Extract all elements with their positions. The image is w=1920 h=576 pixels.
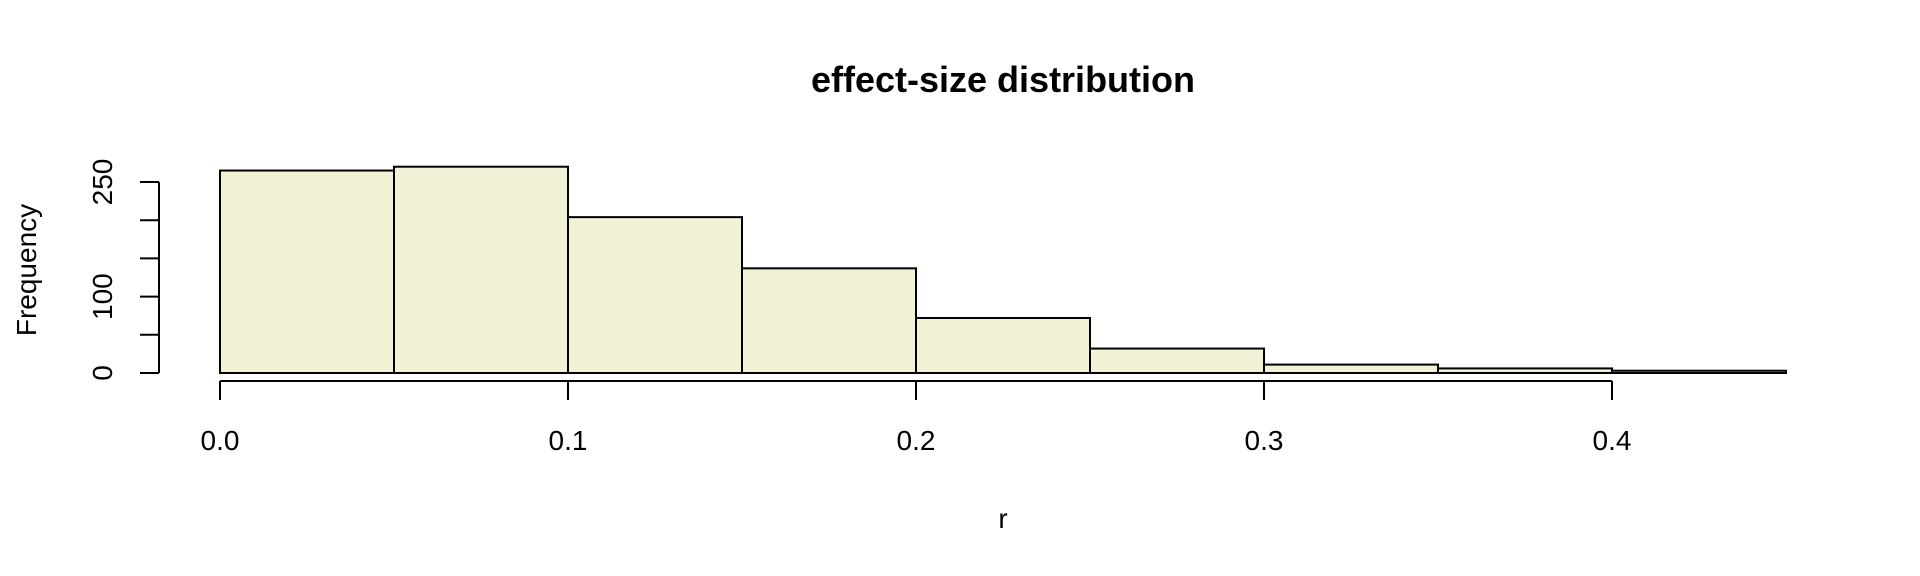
x-tick-label: 0.0 xyxy=(201,425,240,456)
x-axis: 0.0 0.1 0.2 0.3 0.4 xyxy=(201,380,1632,456)
bars-group xyxy=(219,165,1787,375)
x-tick-label: 0.2 xyxy=(897,425,936,456)
x-tick-label: 0.3 xyxy=(1245,425,1284,456)
histogram-bar-5 xyxy=(1089,347,1265,375)
y-axis: 0 100 250 xyxy=(87,159,160,381)
histogram-bar-8 xyxy=(1611,369,1787,375)
histogram-bar-1 xyxy=(393,165,569,374)
y-tick-label: 250 xyxy=(87,159,118,206)
y-axis-label: Frequency xyxy=(11,204,42,336)
histogram-bar-7 xyxy=(1437,367,1613,374)
histogram-bar-2 xyxy=(567,216,743,374)
histogram-bar-6 xyxy=(1263,363,1439,375)
y-tick-label: 100 xyxy=(87,273,118,320)
histogram-bar-4 xyxy=(915,316,1091,375)
x-tick-label: 0.1 xyxy=(549,425,588,456)
histogram-bar-0 xyxy=(219,169,395,374)
x-axis-label: r xyxy=(998,503,1007,534)
x-tick-label: 0.4 xyxy=(1593,425,1632,456)
chart-title: effect-size distribution xyxy=(811,59,1195,100)
y-tick-label: 0 xyxy=(87,365,118,381)
histogram-bar-3 xyxy=(741,267,917,374)
